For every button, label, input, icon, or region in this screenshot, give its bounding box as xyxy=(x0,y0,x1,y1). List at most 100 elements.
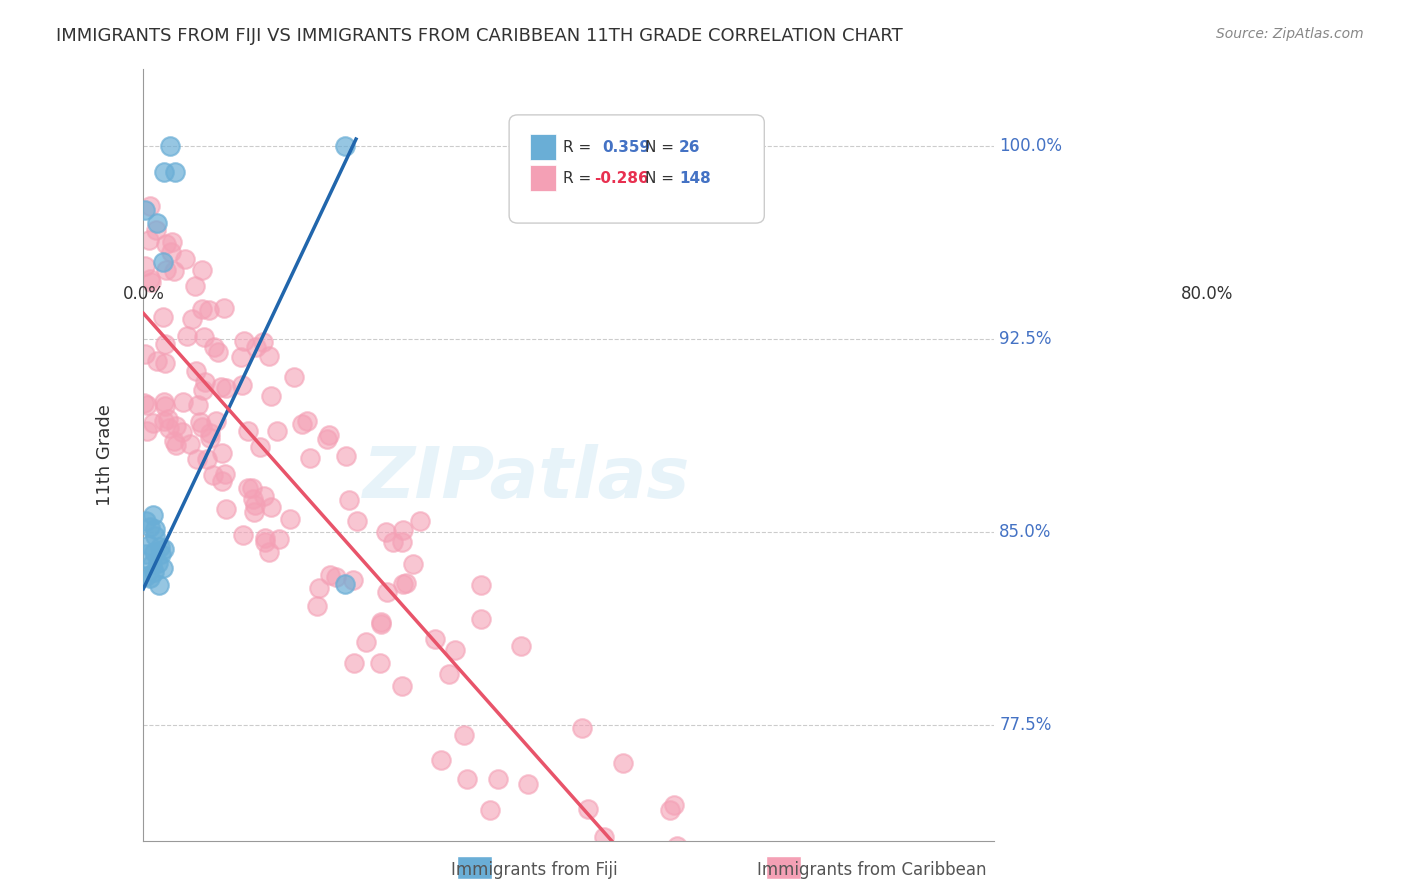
Point xyxy=(160,235,183,249)
Point xyxy=(136,424,159,438)
Point xyxy=(658,803,681,817)
Point xyxy=(375,524,398,539)
Point xyxy=(259,350,281,364)
Point xyxy=(470,578,492,592)
Text: 80.0%: 80.0% xyxy=(1181,285,1233,303)
Point xyxy=(187,398,209,412)
Point xyxy=(195,452,218,467)
Point xyxy=(335,449,357,463)
Point xyxy=(186,452,208,467)
Point xyxy=(211,445,233,459)
Point xyxy=(181,312,204,326)
Point xyxy=(139,271,162,285)
Point xyxy=(391,535,413,549)
Text: 11th Grade: 11th Grade xyxy=(96,404,114,506)
Point xyxy=(191,419,214,434)
Point xyxy=(325,570,347,584)
Point xyxy=(211,379,233,393)
Point xyxy=(479,803,502,817)
Point xyxy=(233,334,256,348)
Point xyxy=(184,363,207,377)
Text: IMMIGRANTS FROM FIJI VS IMMIGRANTS FROM CARIBBEAN 11TH GRADE CORRELATION CHART: IMMIGRANTS FROM FIJI VS IMMIGRANTS FROM … xyxy=(56,27,903,45)
Point xyxy=(198,426,221,441)
Point xyxy=(139,199,162,213)
Point xyxy=(437,666,460,681)
Point xyxy=(153,414,176,428)
Point xyxy=(257,545,280,559)
Point xyxy=(392,523,415,537)
Point xyxy=(308,582,330,596)
Point xyxy=(252,489,274,503)
Point xyxy=(153,336,176,351)
Point xyxy=(190,301,212,316)
Point xyxy=(156,411,179,425)
Point xyxy=(153,395,176,409)
Point xyxy=(146,556,169,570)
Point xyxy=(191,383,214,397)
Point xyxy=(259,500,281,515)
Point xyxy=(453,728,475,742)
Point xyxy=(253,535,276,549)
Point xyxy=(429,753,451,767)
Point xyxy=(382,534,405,549)
Point xyxy=(339,493,361,508)
Point xyxy=(368,656,391,670)
Point xyxy=(184,279,207,293)
Text: ZIPatlas: ZIPatlas xyxy=(363,443,690,513)
Point xyxy=(193,330,215,344)
Point xyxy=(142,416,165,430)
Point xyxy=(231,377,253,392)
Point xyxy=(240,481,263,495)
Text: Immigrants from Fiji: Immigrants from Fiji xyxy=(451,861,617,879)
Point xyxy=(207,345,229,359)
Point xyxy=(297,414,319,428)
Point xyxy=(346,514,368,528)
Point xyxy=(194,375,217,389)
Point xyxy=(138,538,160,552)
Point xyxy=(249,440,271,454)
Point xyxy=(134,259,156,273)
Point xyxy=(134,203,156,218)
Point xyxy=(153,356,176,370)
Text: 77.5%: 77.5% xyxy=(1000,716,1052,734)
Text: 0.359: 0.359 xyxy=(603,140,651,155)
Point xyxy=(160,244,183,259)
Point xyxy=(486,772,509,786)
Bar xyxy=(766,856,801,879)
Point xyxy=(640,863,662,878)
Point xyxy=(375,584,398,599)
Text: R =: R = xyxy=(562,170,591,186)
Point xyxy=(153,399,176,413)
Point xyxy=(153,542,176,557)
Point xyxy=(318,427,340,442)
Point xyxy=(188,415,211,429)
Point xyxy=(342,574,364,588)
Point xyxy=(152,561,174,575)
Point xyxy=(198,432,221,446)
Text: 100.0%: 100.0% xyxy=(1000,136,1063,155)
Point xyxy=(444,642,467,657)
Point xyxy=(155,263,177,277)
Text: -0.286: -0.286 xyxy=(595,170,650,186)
Point xyxy=(662,798,685,813)
Point xyxy=(354,635,377,649)
Point xyxy=(135,514,157,528)
Point xyxy=(612,756,634,770)
Bar xyxy=(530,134,555,160)
Point xyxy=(278,512,301,526)
Point xyxy=(215,381,238,395)
Point xyxy=(576,802,599,816)
Point xyxy=(254,531,277,545)
Point xyxy=(149,547,172,561)
Point xyxy=(172,395,194,409)
Point xyxy=(236,481,259,495)
Point xyxy=(335,138,357,153)
Point xyxy=(214,467,236,481)
Point xyxy=(135,569,157,583)
Point xyxy=(159,138,181,153)
Point xyxy=(143,545,166,559)
Point xyxy=(134,347,156,361)
Bar xyxy=(457,856,492,879)
Point xyxy=(665,839,688,854)
Point xyxy=(212,301,235,316)
